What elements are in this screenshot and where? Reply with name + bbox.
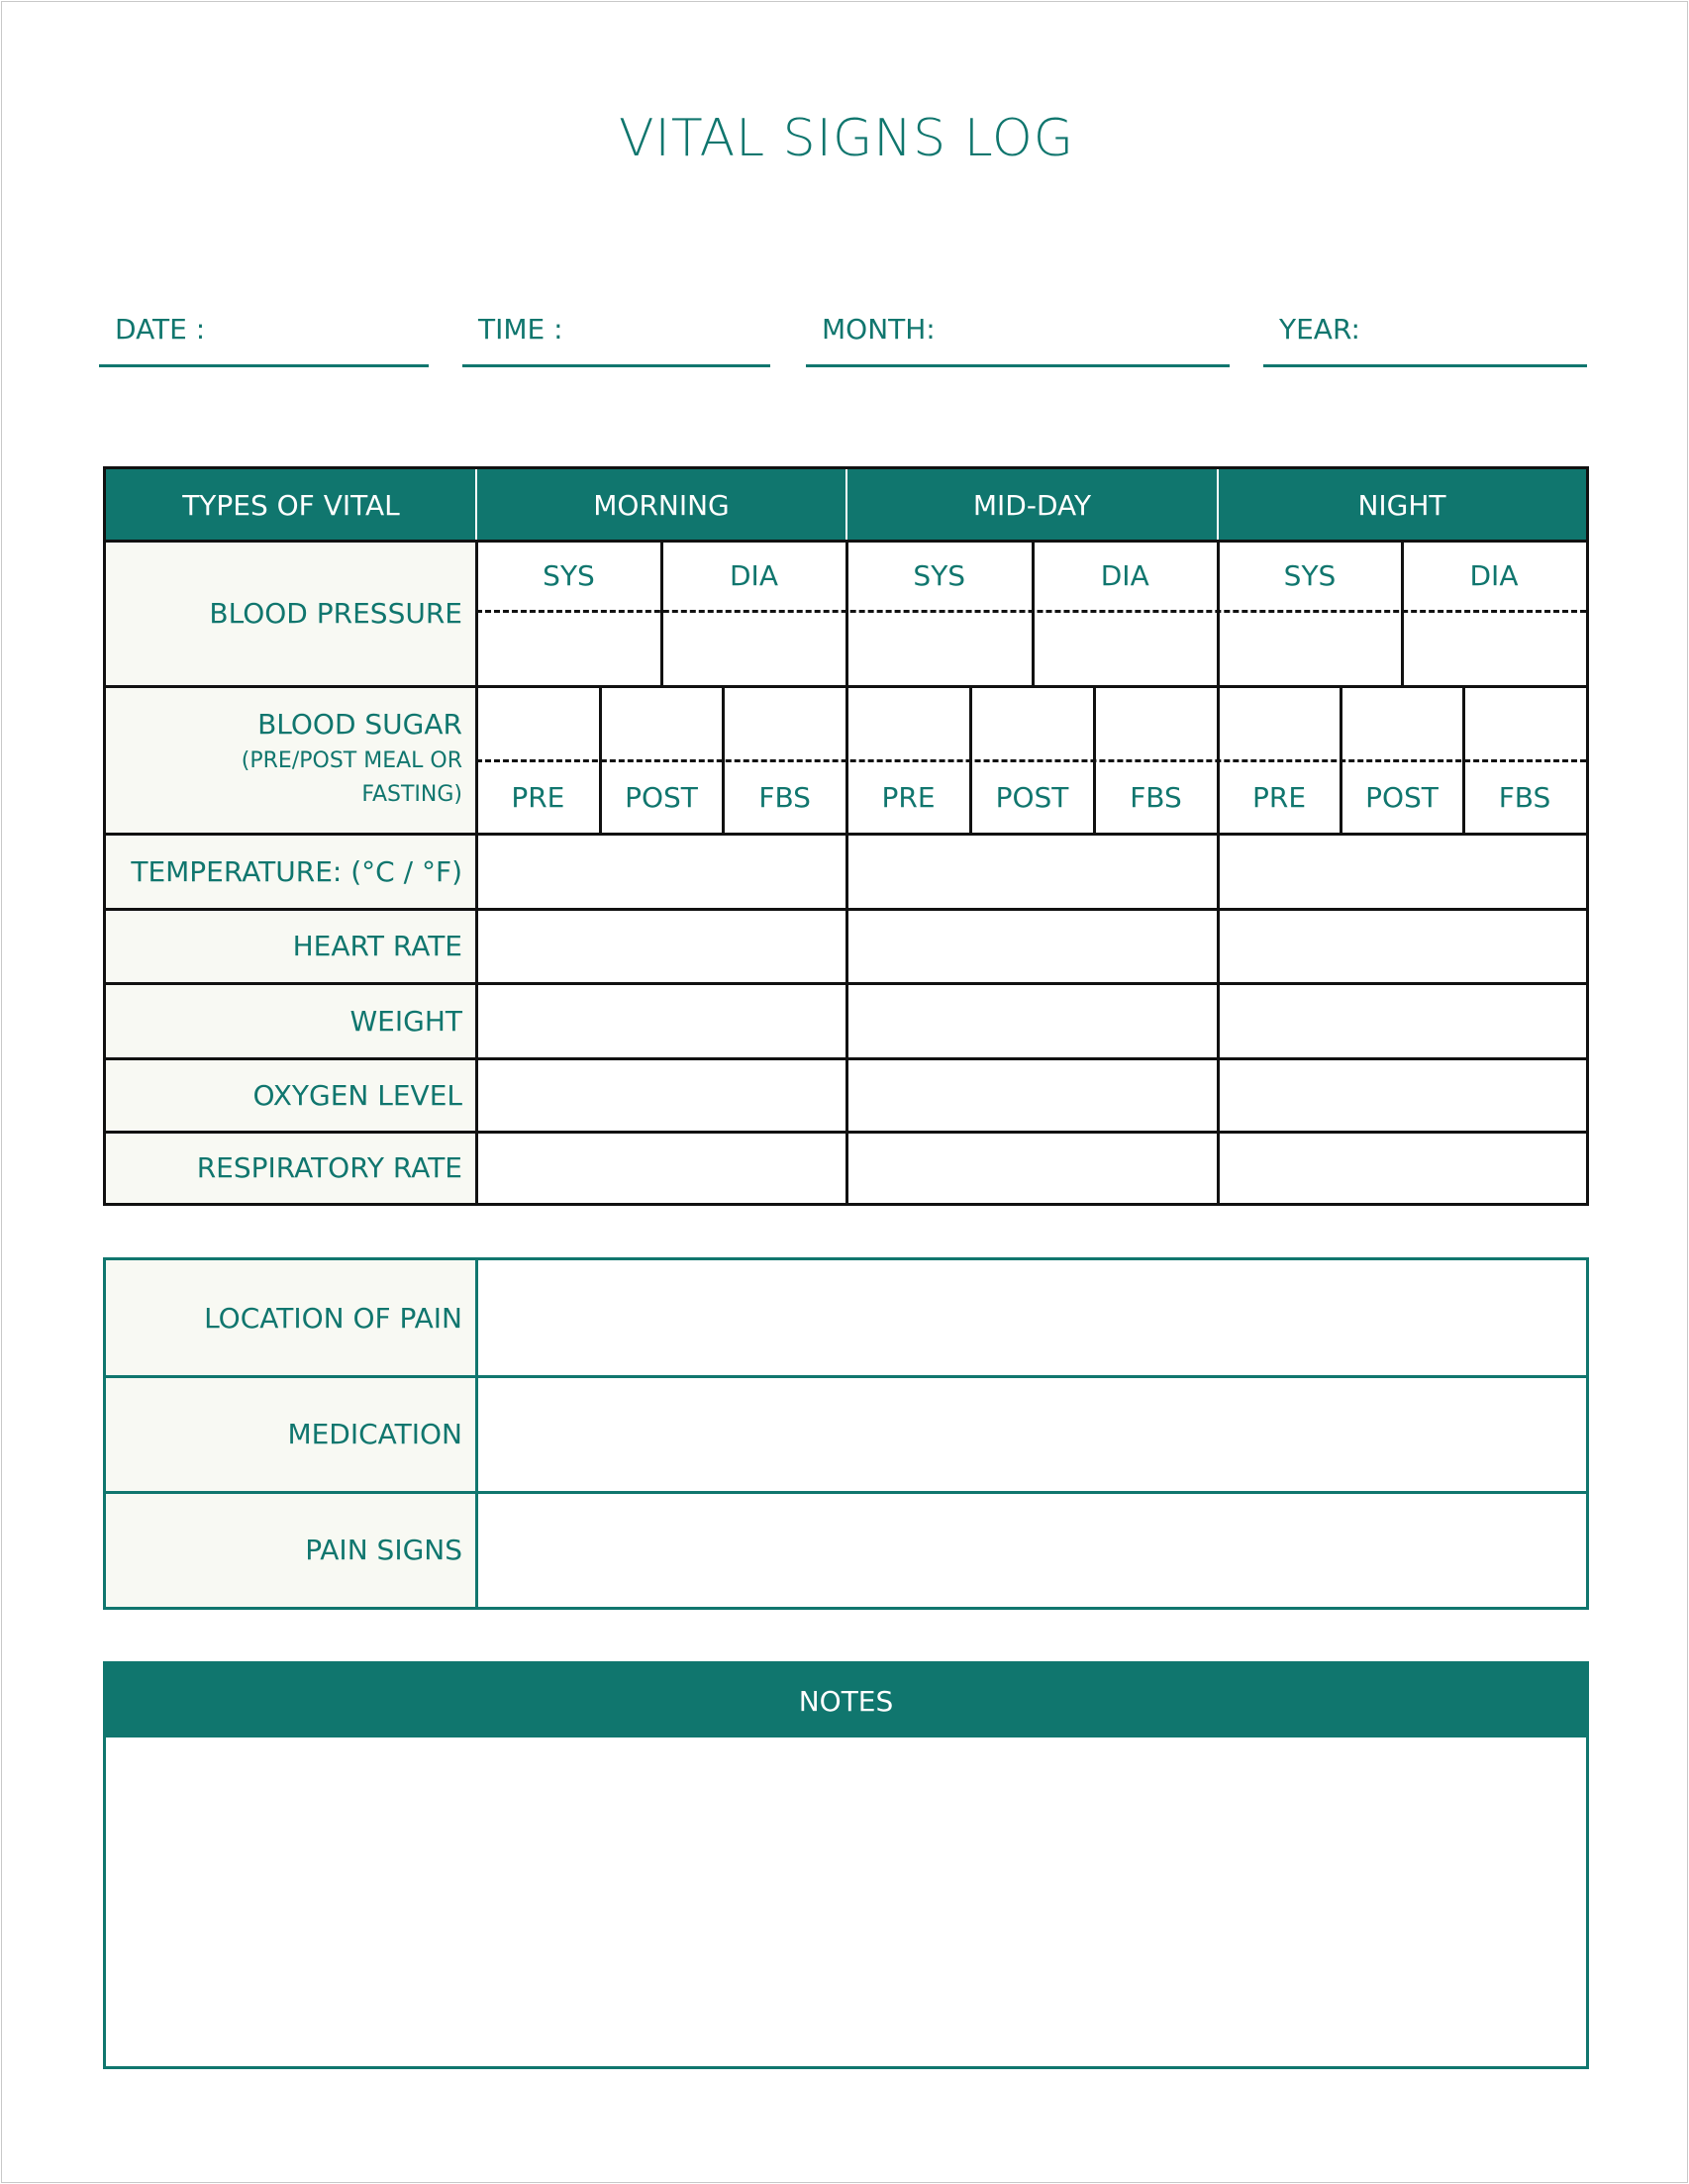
sugar-value-cell[interactable] bbox=[1094, 686, 1218, 759]
sugar-value-cell[interactable] bbox=[970, 686, 1094, 759]
bp-value-cell[interactable] bbox=[1218, 612, 1402, 685]
column-divider bbox=[475, 1260, 478, 1607]
sugar-pre-label: PRE bbox=[881, 780, 936, 814]
value-cell[interactable] bbox=[476, 834, 846, 909]
value-cell[interactable] bbox=[1218, 983, 1586, 1058]
value-cell[interactable] bbox=[1218, 834, 1586, 909]
field-label: MONTH: bbox=[822, 313, 936, 346]
bp-sys-label: SYS bbox=[1283, 558, 1337, 592]
blood-sugar-note: (PRE/POST MEAL OR FASTING) bbox=[241, 748, 462, 807]
label-pain-row: PAIN SIGNS bbox=[106, 1492, 476, 1607]
pain-value-cell[interactable] bbox=[478, 1260, 1586, 1376]
row-divider bbox=[106, 1491, 1586, 1494]
bp-sys-label: SYS bbox=[543, 558, 595, 592]
value-cell[interactable] bbox=[476, 909, 846, 983]
field-year[interactable]: YEAR: bbox=[1263, 307, 1587, 367]
notes-section: NOTES bbox=[103, 1661, 1589, 2069]
sugar-post-label: POST bbox=[1365, 780, 1439, 814]
notes-header: NOTES bbox=[106, 1664, 1586, 1737]
value-cell[interactable] bbox=[846, 983, 1218, 1058]
header-divider bbox=[475, 469, 477, 541]
sugar-value-cell[interactable] bbox=[846, 686, 970, 759]
label-blood-pressure: BLOOD PRESSURE bbox=[106, 541, 476, 686]
bp-dia-label: DIA bbox=[1100, 558, 1149, 592]
value-cell[interactable] bbox=[846, 909, 1218, 983]
label-pain-row: LOCATION OF PAIN bbox=[106, 1260, 476, 1376]
label-row: TEMPERATURE: (°C / °F) bbox=[106, 834, 476, 909]
page-title: VITAL SIGNS LOG bbox=[618, 109, 1075, 168]
sugar-value-cell[interactable] bbox=[1218, 686, 1341, 759]
sugar-value-cell[interactable] bbox=[1463, 686, 1586, 759]
blood-sugar-title: BLOOD SUGAR bbox=[257, 708, 462, 741]
divider bbox=[1401, 541, 1404, 686]
sugar-value-cell[interactable] bbox=[600, 686, 724, 759]
field-date[interactable]: DATE : bbox=[99, 307, 429, 367]
sugar-fbs-label: FBS bbox=[1498, 780, 1551, 814]
notes-area[interactable] bbox=[106, 1737, 1586, 2066]
bp-value-cell[interactable] bbox=[476, 612, 661, 685]
header-divider bbox=[1217, 469, 1219, 541]
header-mid-day: MID-DAY bbox=[846, 469, 1218, 541]
value-cell[interactable] bbox=[476, 1058, 846, 1132]
dashed-divider bbox=[476, 610, 1586, 613]
value-cell[interactable] bbox=[1218, 1132, 1586, 1203]
sugar-value-cell[interactable] bbox=[476, 686, 600, 759]
sugar-post-label: POST bbox=[995, 780, 1069, 814]
pain-value-cell[interactable] bbox=[478, 1376, 1586, 1492]
bp-value-cell[interactable] bbox=[846, 612, 1033, 685]
value-cell[interactable] bbox=[476, 983, 846, 1058]
sugar-value-cell[interactable] bbox=[723, 686, 846, 759]
field-month[interactable]: MONTH: bbox=[806, 307, 1230, 367]
label-row: RESPIRATORY RATE bbox=[106, 1132, 476, 1203]
bp-sys-label: SYS bbox=[913, 558, 966, 592]
field-time[interactable]: TIME : bbox=[462, 307, 770, 367]
divider bbox=[1031, 541, 1035, 686]
value-cell[interactable] bbox=[1218, 909, 1586, 983]
sugar-fbs-label: FBS bbox=[1130, 780, 1182, 814]
value-cell[interactable] bbox=[846, 834, 1218, 909]
label-blood-sugar: BLOOD SUGAR (PRE/POST MEAL OR FASTING) bbox=[106, 686, 476, 834]
label-row: OXYGEN LEVEL bbox=[106, 1058, 476, 1132]
column-divider bbox=[845, 541, 848, 1203]
column-divider bbox=[475, 541, 478, 1203]
bp-value-cell[interactable] bbox=[1402, 612, 1586, 685]
value-cell[interactable] bbox=[846, 1132, 1218, 1203]
sugar-pre-label: PRE bbox=[1251, 780, 1307, 814]
value-cell[interactable] bbox=[1218, 1058, 1586, 1132]
bp-value-cell[interactable] bbox=[661, 612, 846, 685]
header-types-of-vital: TYPES OF VITAL bbox=[106, 469, 476, 541]
divider bbox=[660, 541, 663, 686]
header-night: NIGHT bbox=[1218, 469, 1586, 541]
field-label: DATE : bbox=[115, 313, 206, 346]
bp-value-cell[interactable] bbox=[1033, 612, 1219, 685]
sugar-post-label: POST bbox=[625, 780, 698, 814]
value-cell[interactable] bbox=[476, 1132, 846, 1203]
sugar-pre-label: PRE bbox=[511, 780, 565, 814]
header-divider bbox=[845, 469, 847, 541]
field-label: TIME : bbox=[478, 313, 563, 346]
sugar-value-cell[interactable] bbox=[1341, 686, 1463, 759]
value-cell[interactable] bbox=[846, 1058, 1218, 1132]
header-morning: MORNING bbox=[476, 469, 846, 541]
field-label: YEAR: bbox=[1279, 313, 1360, 346]
sugar-fbs-label: FBS bbox=[758, 780, 811, 814]
bp-dia-label: DIA bbox=[730, 558, 778, 592]
label-row: WEIGHT bbox=[106, 983, 476, 1058]
bp-dia-label: DIA bbox=[1469, 558, 1519, 592]
dashed-divider bbox=[476, 759, 1586, 762]
label-pain-row: MEDICATION bbox=[106, 1376, 476, 1492]
row-divider bbox=[106, 1375, 1586, 1378]
vitals-table: TYPES OF VITAL MORNING MID-DAY NIGHT BLOOD P… bbox=[103, 466, 1589, 1206]
pain-value-cell[interactable] bbox=[478, 1492, 1586, 1607]
pain-table: LOCATION OF PAIN MEDICATION PAIN SIGNS bbox=[103, 1257, 1589, 1610]
column-divider bbox=[1217, 541, 1220, 1203]
label-row: HEART RATE bbox=[106, 909, 476, 983]
